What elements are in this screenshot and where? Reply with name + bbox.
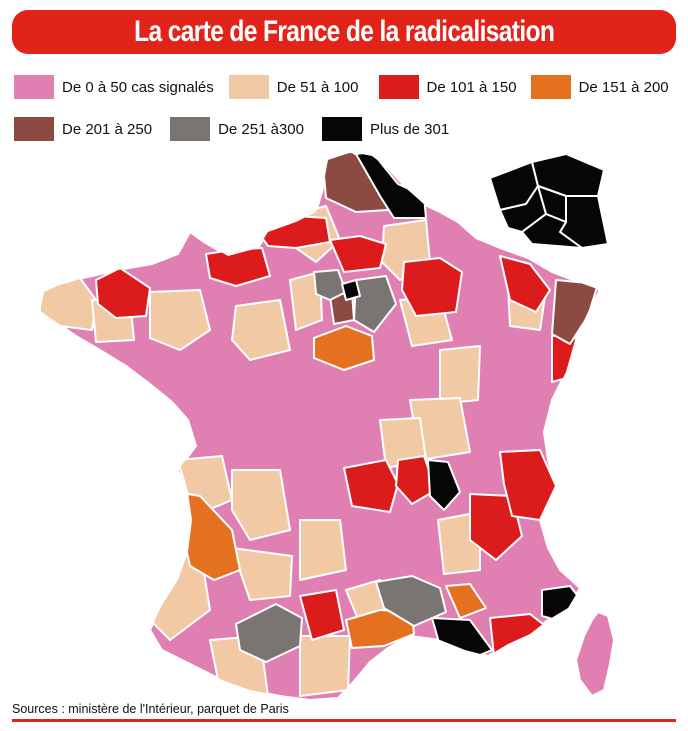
- legend-label-0-50: De 0 à 50 cas signalés: [62, 78, 214, 96]
- legend-label-201-250: De 201 à 250: [62, 120, 153, 138]
- dept-region-red: [343, 459, 399, 513]
- legend-item-201-250: De 201 à 250: [14, 117, 152, 141]
- legend-label-251-300: De 251 à300: [218, 120, 304, 138]
- legend-swatch-201-250: [14, 117, 54, 141]
- legend-item-51-100: De 51 à 100: [228, 75, 359, 99]
- legend-item-251-300: De 251 à300: [170, 117, 304, 141]
- legend-item-301-plus: Plus de 301: [321, 117, 450, 141]
- legend-swatch-251-300: [170, 117, 211, 141]
- legend-swatch-151-200: [530, 75, 571, 99]
- dept-region-black: [427, 459, 461, 511]
- paris-inset: [489, 153, 609, 249]
- france-map: [0, 140, 688, 700]
- dept-region-orange: [445, 583, 487, 619]
- dept-region-red: [395, 455, 437, 505]
- dept-region-red: [401, 257, 463, 317]
- legend: De 0 à 50 cas signalés De 51 à 100 De 10…: [14, 70, 684, 146]
- legend-label-101-150: De 101 à 150: [426, 78, 517, 96]
- dept-region-black: [341, 279, 361, 301]
- legend-swatch-0-50: [14, 75, 54, 99]
- legend-item-0-50: De 0 à 50 cas signalés: [14, 75, 214, 99]
- title-banner: La carte de France de la radicalisation: [12, 10, 676, 54]
- legend-item-151-200: De 151 à 200: [530, 75, 669, 99]
- dept-region-red: [257, 215, 331, 249]
- dept-region-peach: [439, 345, 481, 405]
- dept-region-peach: [231, 547, 293, 601]
- legend-row-2: De 201 à 250 De 251 à300 Plus de 301: [14, 112, 684, 146]
- inset-dept: [521, 213, 583, 249]
- dept-region-grey: [313, 269, 347, 301]
- dept-region-red: [499, 255, 551, 313]
- legend-swatch-301-plus: [321, 117, 362, 141]
- dept-region-red: [499, 449, 557, 521]
- dept-region-orange: [313, 325, 375, 371]
- dept-region-peach: [289, 271, 323, 331]
- departments: [40, 152, 599, 697]
- map-title: La carte de France de la radicalisation: [133, 15, 555, 48]
- dept-region-red: [329, 235, 387, 273]
- dept-region-peach: [149, 289, 211, 351]
- france-map-svg: [38, 150, 616, 700]
- dept-region-grey: [235, 603, 303, 663]
- legend-label-301-plus: Plus de 301: [369, 120, 450, 138]
- sources-note: Sources : ministère de l'Intérieur, parq…: [12, 702, 289, 716]
- dept-region-orange: [345, 609, 415, 649]
- dept-region-red: [469, 493, 523, 561]
- dept-region-red: [299, 589, 345, 641]
- dept-region-peach: [231, 299, 291, 361]
- legend-swatch-51-100: [228, 75, 269, 99]
- dept-region-brown: [551, 279, 599, 345]
- legend-row-1: De 0 à 50 cas signalés De 51 à 100 De 10…: [14, 70, 684, 104]
- dept-region-grey: [375, 575, 447, 627]
- dept-region-peach: [231, 469, 291, 541]
- corsica: [574, 610, 616, 698]
- dept-region-peach: [299, 519, 347, 581]
- legend-swatch-101-150: [378, 75, 419, 99]
- dept-region-peach: [299, 635, 351, 697]
- legend-label-51-100: De 51 à 100: [276, 78, 359, 96]
- dept-region-grey: [353, 275, 397, 333]
- legend-label-151-200: De 151 à 200: [578, 78, 669, 96]
- bottom-rule: [12, 719, 676, 722]
- legend-item-101-150: De 101 à 150: [378, 75, 517, 99]
